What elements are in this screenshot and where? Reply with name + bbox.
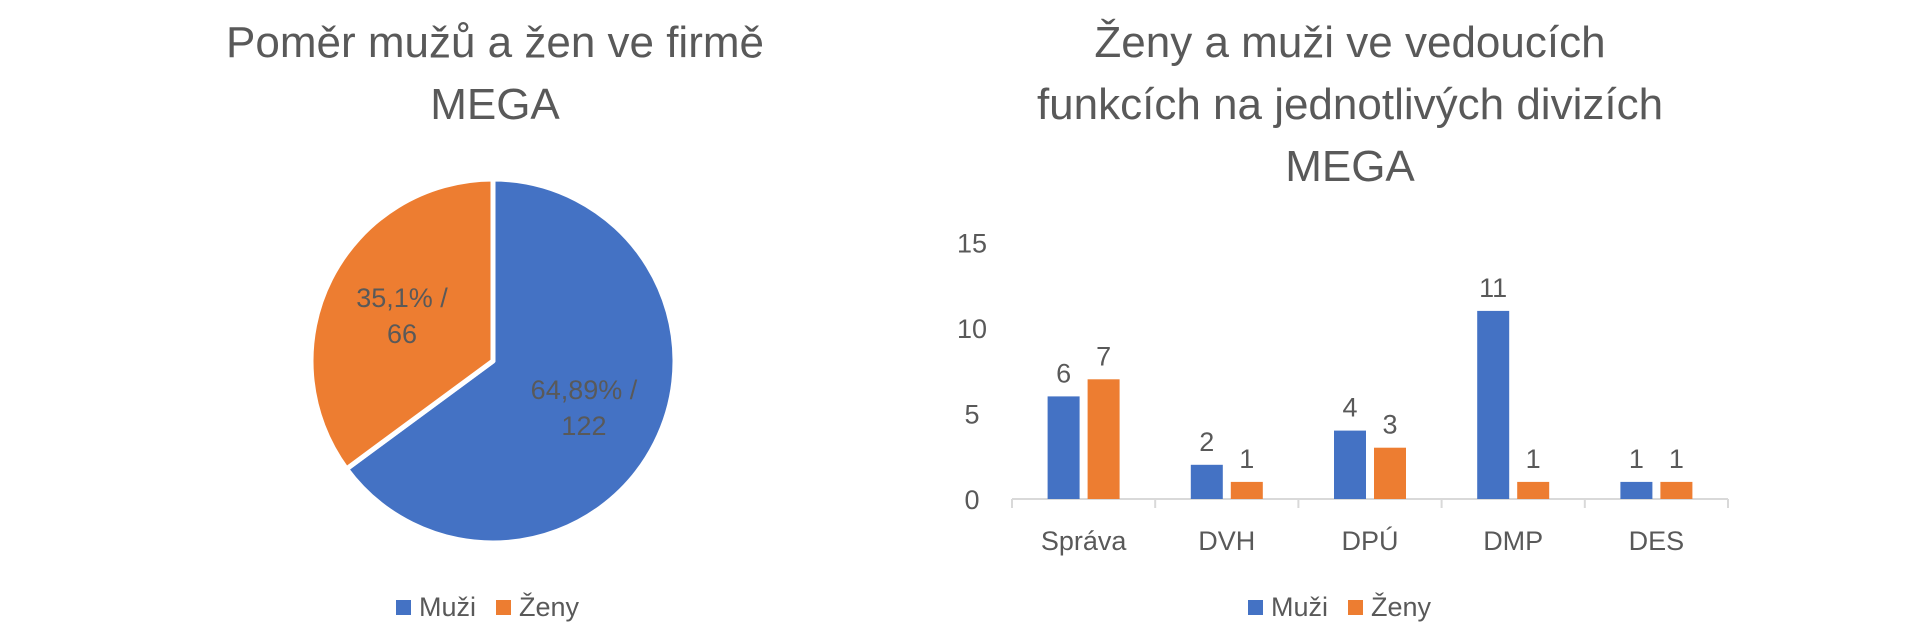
pie-slice-muzi: [343, 176, 678, 546]
legend-label-zeny: Ženy: [519, 592, 580, 622]
y-tick-label: 5: [964, 400, 979, 430]
pie-slice-zeny: [308, 176, 496, 472]
bar-muzi-1: [1190, 464, 1223, 499]
pie-data-label-percent: 64,89% /: [531, 375, 638, 405]
pie-chart: 64,89% / 122 35,1% / 66: [308, 176, 678, 546]
bar-zeny-1: [1230, 481, 1263, 499]
bar-zeny-0: [1087, 379, 1120, 499]
legend-item-muzi: Muži: [1248, 592, 1328, 623]
pie-chart-title: Poměr mužů a žen ve firmě MEGA: [226, 18, 764, 129]
bar-data-label: 3: [1382, 410, 1397, 440]
bar-zeny-3: [1517, 481, 1550, 499]
bar-data-label: 1: [1629, 444, 1644, 474]
bar-data-label: 7: [1096, 341, 1111, 371]
legend-swatch-zeny: [1348, 600, 1364, 615]
legend-swatch-zeny: [496, 600, 512, 615]
bar-muzi-0: [1047, 396, 1080, 499]
bar-data-label: 6: [1056, 358, 1071, 388]
x-tick-label: DES: [1629, 526, 1685, 556]
bar-muzi-4: [1620, 481, 1653, 499]
legend-label-muzi: Muži: [419, 592, 477, 622]
bar-legend: Muži Ženy: [1248, 592, 1431, 623]
x-tick-label: DVH: [1198, 526, 1255, 556]
bar-zeny-4: [1660, 481, 1693, 499]
pie-data-label-count: 66: [387, 319, 417, 349]
legend-item-zeny: Ženy: [1348, 592, 1431, 623]
bar-data-label: 1: [1669, 444, 1684, 474]
legend-swatch-muzi: [396, 600, 411, 615]
pie-data-label-count: 122: [561, 411, 606, 441]
pie-data-label-percent: 35,1% /: [356, 283, 448, 313]
y-tick-label: 15: [957, 229, 987, 259]
bar-data-label: 1: [1239, 444, 1254, 474]
bar-chart-title: Ženy a muži ve vedoucích funkcích na jed…: [1036, 18, 1664, 191]
legend-label-zeny: Ženy: [1371, 592, 1432, 622]
y-tick-label: 0: [964, 485, 979, 515]
bar-muzi-2: [1334, 430, 1366, 499]
legend-item-zeny: Ženy: [496, 592, 579, 623]
bar-data-label: 2: [1199, 427, 1214, 457]
legend-label-muzi: Muži: [1271, 592, 1329, 622]
y-tick-label: 10: [957, 314, 987, 344]
bar-data-label: 4: [1342, 393, 1357, 423]
bar-data-label: 11: [1479, 273, 1507, 303]
bar-muzi-3: [1477, 310, 1510, 499]
legend-swatch-muzi: [1248, 600, 1263, 615]
legend-item-muzi: Muži: [396, 592, 476, 623]
x-tick-label: Správa: [1041, 526, 1128, 556]
pie-legend: Muži Ženy: [396, 592, 579, 623]
bar-data-label: 1: [1526, 444, 1541, 474]
x-tick-label: DPÚ: [1341, 525, 1398, 556]
x-tick-label: DMP: [1483, 526, 1543, 556]
bar-zeny-2: [1374, 447, 1406, 499]
